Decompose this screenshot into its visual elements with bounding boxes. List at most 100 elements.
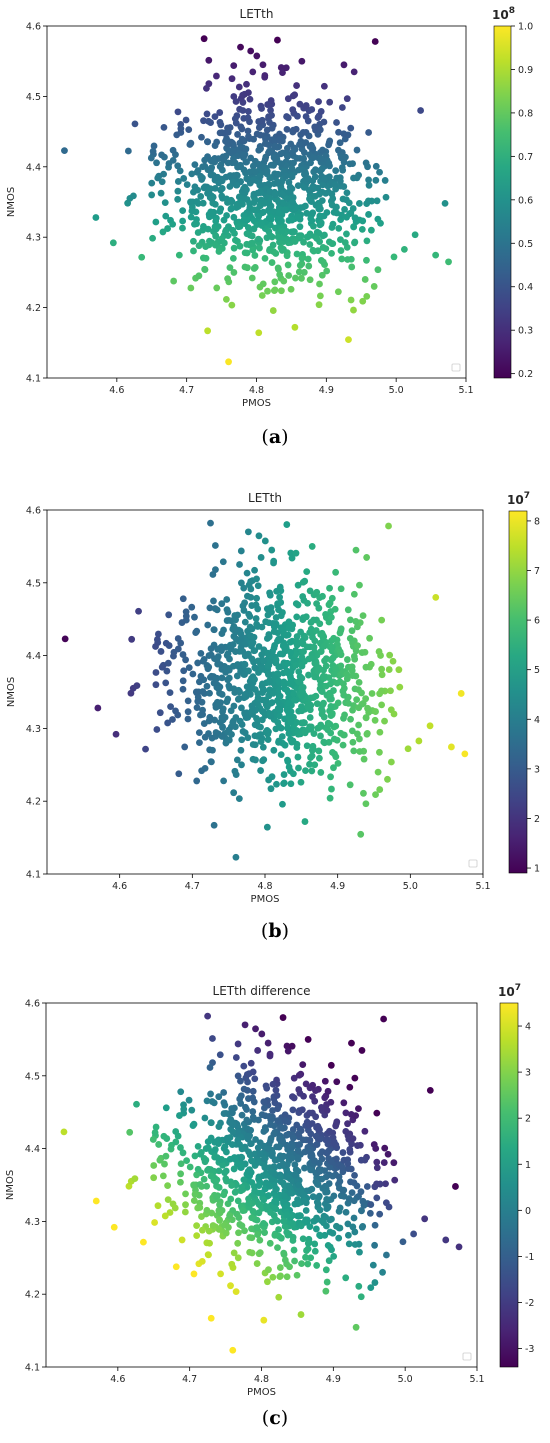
scatter-point bbox=[232, 635, 240, 643]
scatter-point bbox=[272, 614, 280, 621]
scatter-point bbox=[314, 1181, 322, 1188]
scatter-point bbox=[224, 650, 232, 658]
scatter-point bbox=[366, 634, 373, 642]
scatter-point bbox=[225, 147, 233, 155]
y-tick-label: 4.2 bbox=[26, 303, 41, 314]
scatter-point bbox=[279, 1160, 287, 1168]
scatter-point bbox=[332, 167, 340, 175]
scatter-point bbox=[355, 704, 363, 712]
scatter-point bbox=[298, 661, 306, 669]
scatter-point bbox=[153, 726, 161, 733]
scatter-point bbox=[432, 251, 440, 259]
colorbar-tick-label: 4 bbox=[534, 715, 540, 726]
scatter-point bbox=[147, 154, 155, 162]
scatter-point bbox=[359, 1222, 367, 1230]
scatter-point bbox=[174, 187, 182, 195]
scatter-point bbox=[92, 1197, 100, 1205]
scatter-point bbox=[150, 1174, 158, 1182]
scatter-point bbox=[312, 692, 320, 700]
scatter-point bbox=[235, 1214, 243, 1221]
scatter-point bbox=[368, 690, 376, 697]
scatter-point bbox=[190, 1270, 198, 1278]
scatter-point bbox=[240, 607, 248, 614]
scatter-point bbox=[267, 785, 275, 793]
scatter-point bbox=[238, 704, 245, 712]
scatter-point bbox=[192, 688, 200, 696]
scatter-point bbox=[316, 280, 323, 288]
scatter-point bbox=[223, 1134, 231, 1142]
scatter-point bbox=[290, 228, 298, 235]
scatter-point bbox=[222, 668, 230, 676]
x-tick-label: 4.9 bbox=[319, 385, 334, 396]
scatter-point bbox=[280, 277, 288, 285]
scatter-point bbox=[219, 716, 227, 724]
scatter-point bbox=[266, 1182, 274, 1190]
scatter-point bbox=[269, 1149, 276, 1157]
scatter-point bbox=[338, 104, 346, 111]
scatter-point bbox=[374, 266, 382, 274]
scatter-point bbox=[177, 1160, 185, 1168]
scatter-point bbox=[201, 156, 209, 164]
scatter-point bbox=[242, 145, 250, 153]
scatter-point bbox=[177, 1178, 184, 1186]
scatter-point bbox=[349, 1135, 357, 1143]
scatter-point bbox=[352, 1323, 360, 1331]
scatter-point bbox=[366, 1209, 374, 1217]
scatter-point bbox=[161, 1160, 168, 1168]
scatter-point bbox=[364, 704, 371, 712]
scatter-point bbox=[166, 1209, 174, 1216]
scatter-point bbox=[300, 1197, 308, 1204]
scatter-point bbox=[109, 239, 117, 247]
scatter-point bbox=[263, 167, 271, 175]
scatter-point bbox=[305, 671, 312, 679]
y-tick-label: 4.3 bbox=[26, 724, 41, 735]
scatter-point bbox=[296, 100, 304, 108]
scatter-point bbox=[61, 147, 68, 155]
scatter-point bbox=[304, 599, 311, 607]
scatter-point bbox=[317, 648, 325, 655]
scatter-point bbox=[289, 106, 297, 114]
colorbar-exponent: 108 bbox=[492, 6, 515, 22]
scatter-point bbox=[277, 1272, 284, 1280]
scatter-point bbox=[294, 1154, 302, 1162]
y-tick-label: 4.6 bbox=[26, 506, 41, 517]
scatter-point bbox=[378, 701, 386, 709]
scatter-point bbox=[321, 231, 328, 239]
scatter-point bbox=[290, 1074, 298, 1082]
scatter-point bbox=[201, 265, 209, 273]
scatter-point bbox=[215, 1093, 223, 1101]
scatter-point bbox=[241, 671, 248, 678]
scatter-point bbox=[169, 716, 176, 723]
scatter-point bbox=[260, 1098, 268, 1106]
scatter-point bbox=[291, 1161, 299, 1169]
scatter-point bbox=[211, 142, 219, 149]
scatter-point bbox=[201, 1114, 209, 1122]
scatter-point bbox=[270, 746, 278, 754]
scatter-point bbox=[243, 1071, 251, 1078]
scatter-point bbox=[283, 1141, 291, 1149]
scatter-point bbox=[252, 615, 260, 622]
scatter-point bbox=[207, 1119, 215, 1127]
scatter-point bbox=[357, 1156, 365, 1164]
scatter-point bbox=[220, 777, 228, 785]
scatter-point bbox=[281, 1181, 288, 1189]
scatter-point bbox=[373, 1158, 381, 1166]
scatter-point bbox=[306, 241, 314, 248]
scatter-point bbox=[204, 189, 211, 197]
scatter-point bbox=[256, 1249, 264, 1257]
scatter-point bbox=[355, 679, 363, 686]
scatter-point bbox=[253, 52, 261, 60]
scatter-point bbox=[232, 1187, 240, 1195]
scatter-point bbox=[306, 1136, 314, 1144]
scatter-point bbox=[363, 256, 370, 264]
scatter-point bbox=[329, 195, 337, 202]
x-axis-label: PMOS bbox=[242, 398, 271, 409]
scatter-point bbox=[306, 1109, 313, 1117]
colorbar-tick-label: 4 bbox=[525, 1022, 531, 1033]
scatter-point bbox=[350, 68, 358, 76]
scatter-point bbox=[149, 234, 156, 242]
scatter-point bbox=[360, 755, 368, 763]
scatter-point bbox=[258, 105, 265, 112]
scatter-point bbox=[228, 1260, 236, 1268]
scatter-point bbox=[237, 1164, 245, 1171]
